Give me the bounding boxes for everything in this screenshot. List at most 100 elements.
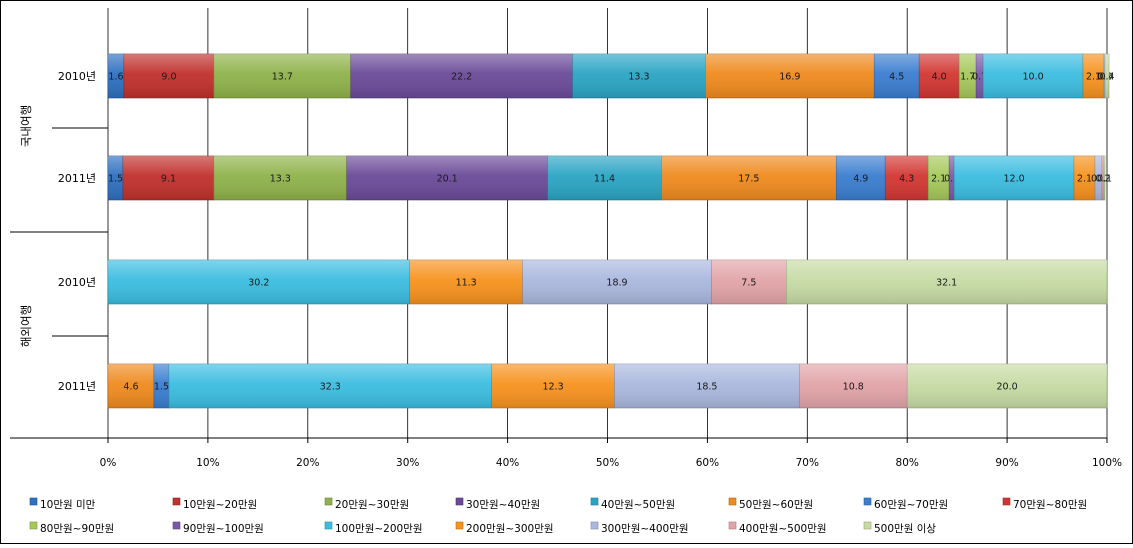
legend-swatch: [455, 521, 464, 530]
bar-segment-shine: [346, 156, 548, 200]
bar-segment-shine: [1104, 156, 1106, 200]
data-label: 11.3: [456, 278, 477, 289]
legend-swatch: [172, 521, 181, 530]
data-label: 1.5: [108, 174, 123, 185]
x-tick-label: 10%: [196, 457, 219, 469]
legend-label: 300만원~400만원: [601, 523, 689, 535]
x-tick-label: 30%: [396, 457, 419, 469]
legend-swatch: [172, 497, 181, 506]
category-label: 2010년: [58, 70, 96, 83]
category-label: 2011년: [58, 172, 96, 185]
legend-swatch: [863, 521, 872, 530]
legend-item: 30만원~40만원: [455, 497, 540, 511]
bar-segment-shine: [907, 364, 1107, 408]
legend-swatch: [590, 521, 599, 530]
bar-segment-shine: [123, 54, 214, 98]
legend-label: 30만원~40만원: [466, 499, 540, 511]
bar-segment-shine: [1104, 54, 1106, 98]
group-label: 국내여행: [19, 105, 33, 147]
legend-item: 80만원~90만원: [29, 521, 114, 535]
bar-segment-shine: [959, 54, 977, 98]
legend-swatch: [728, 521, 737, 530]
legend-item: 20만원~30만원: [324, 497, 409, 511]
category-label: 2010년: [58, 276, 96, 289]
legend-swatch: [1002, 497, 1011, 506]
legend-swatch: [324, 521, 333, 530]
group-label: 해외여행: [19, 305, 33, 347]
data-label: 4.6: [123, 382, 138, 393]
legend-item: 100만원~200만원: [324, 521, 423, 535]
legend-item: 90만원~100만원: [172, 521, 264, 535]
data-label: 13.7: [272, 72, 293, 83]
legend-label: 60만원~70만원: [874, 499, 948, 511]
x-tick-label: 60%: [696, 457, 719, 469]
bar-segment-shine: [874, 54, 920, 98]
legend-label: 70만원~80만원: [1013, 499, 1087, 511]
legend-label: 20만원~30만원: [335, 499, 409, 511]
bar-segment-shine: [1083, 54, 1105, 98]
bar-segment-shine: [705, 54, 875, 98]
bar-segment-shine: [711, 260, 787, 304]
bar-segment-shine: [547, 156, 662, 200]
data-label: 12.3: [542, 382, 563, 393]
bar-segment-shine: [1105, 54, 1109, 98]
data-label: 18.9: [606, 278, 627, 289]
bar-segment-shine: [168, 364, 492, 408]
data-label: 30.2: [248, 278, 269, 289]
data-label: 2.1: [931, 174, 946, 185]
bar-segment-shine: [1074, 156, 1096, 200]
bar-segment-shine: [836, 156, 886, 200]
legend-label: 10만원 미만: [40, 499, 96, 511]
x-tick-label: 50%: [596, 457, 619, 469]
legend-item: 60만원~70만원: [863, 497, 948, 511]
x-tick-label: 100%: [1092, 457, 1122, 469]
legend-label: 80만원~90만원: [40, 523, 114, 535]
legend-label: 90만원~100만원: [183, 523, 264, 535]
data-label: 0.2: [1095, 174, 1110, 185]
data-label: 4.3: [899, 174, 914, 185]
x-tick-label: 20%: [296, 457, 319, 469]
bar-segment-shine: [108, 260, 410, 304]
data-label: 1.7: [960, 72, 975, 83]
data-label: 4.5: [889, 72, 904, 83]
x-tick-label: 0%: [100, 457, 117, 469]
legend-label: 400만원~500만원: [739, 523, 827, 535]
legend-swatch: [590, 497, 599, 506]
x-tick-label: 80%: [896, 457, 919, 469]
bar-segment-shine: [108, 156, 123, 200]
bar-segment-shine: [919, 54, 960, 98]
data-label: 10.8: [843, 382, 864, 393]
x-tick-label: 70%: [796, 457, 819, 469]
data-label: 4.0: [932, 72, 947, 83]
data-label: 17.5: [738, 174, 759, 185]
data-label: 9.1: [161, 174, 176, 185]
data-label: 0.7: [972, 72, 987, 83]
legend-swatch: [728, 497, 737, 506]
legend-item: 200만원~300만원: [455, 521, 554, 535]
bar-segment-shine: [885, 156, 929, 200]
data-label: 0.7: [1091, 174, 1106, 185]
data-label: 13.3: [270, 174, 291, 185]
data-label: 0.1: [1097, 174, 1112, 185]
bar-segment-shine: [928, 156, 950, 200]
x-tick-label: 40%: [496, 457, 519, 469]
legend-item: 10만원~20만원: [172, 497, 257, 511]
bar-segment-shine: [949, 156, 955, 200]
legend-item: 10만원 미만: [29, 497, 96, 511]
bar-segment-shine: [108, 364, 154, 408]
legend-item: 500만원 이상: [863, 521, 936, 535]
bar-segment-shine: [799, 364, 908, 408]
data-label: 12.0: [1004, 174, 1025, 185]
bar-segment-shine: [350, 54, 573, 98]
data-label: 1.6: [108, 72, 123, 83]
bar-segment-shine: [153, 364, 169, 408]
data-label: 9.0: [161, 72, 176, 83]
data-label: 13.3: [628, 72, 649, 83]
legend-swatch: [324, 497, 333, 506]
bar-segment-shine: [122, 156, 214, 200]
legend-item: 40만원~50만원: [590, 497, 675, 511]
bar-segment-shine: [213, 54, 351, 98]
bar-segment-shine: [976, 54, 984, 98]
data-label: 20.0: [997, 382, 1018, 393]
